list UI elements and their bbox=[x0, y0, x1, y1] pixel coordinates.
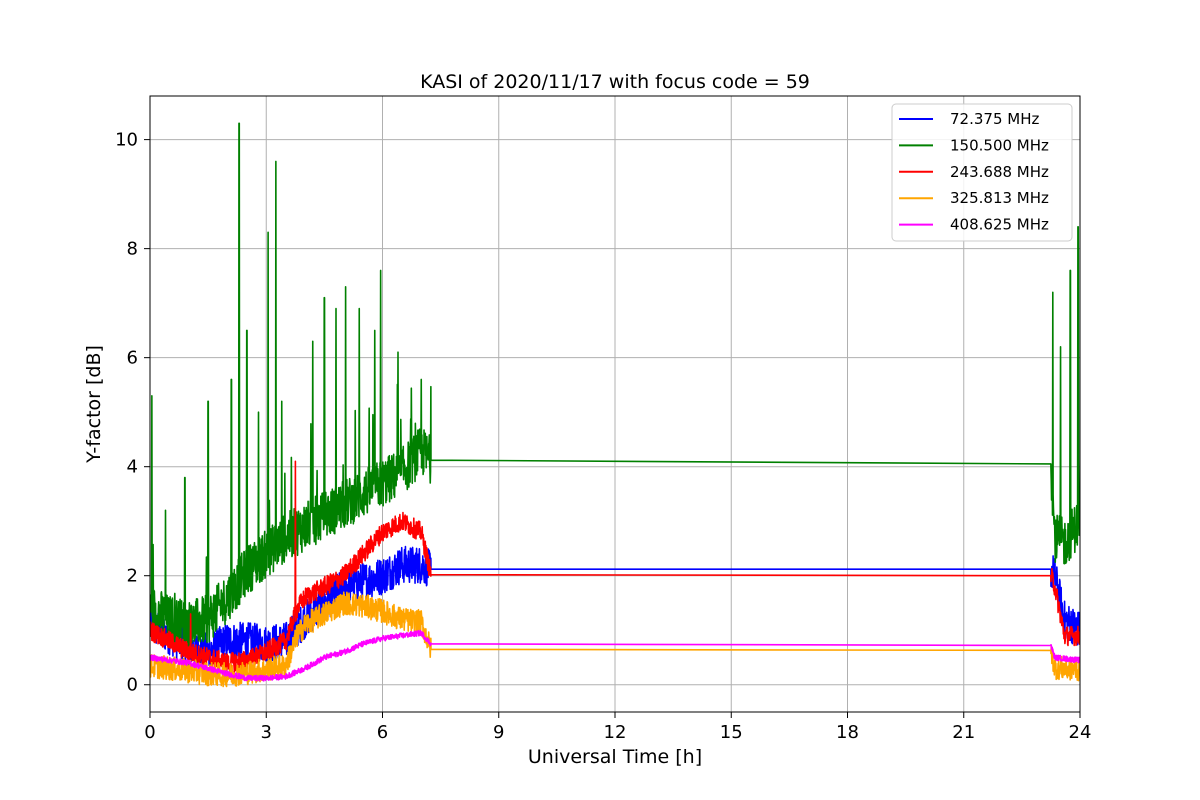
series-layer bbox=[150, 122, 1080, 688]
x-tick-label: 0 bbox=[144, 722, 155, 743]
x-tick-label: 3 bbox=[261, 722, 272, 743]
legend: 72.375 MHz 150.500 MHz 243.688 MHz 325.813 … bbox=[891, 103, 1073, 242]
x-axis-label: Universal Time [h] bbox=[528, 746, 702, 768]
x-tick-label: 21 bbox=[952, 722, 975, 743]
legend-label-3: 325.813 MHz bbox=[950, 189, 1049, 207]
y-axis-label: Y-factor [dB] bbox=[83, 345, 105, 464]
y-tick-label: 6 bbox=[127, 348, 138, 369]
x-tick-label: 12 bbox=[604, 722, 627, 743]
x-tick-label: 6 bbox=[377, 722, 388, 743]
x-tick-label: 15 bbox=[720, 722, 743, 743]
series-line-4 bbox=[150, 629, 1080, 682]
x-tick-label: 24 bbox=[1069, 722, 1092, 743]
y-tick-label: 2 bbox=[127, 566, 138, 587]
y-tick-label: 8 bbox=[127, 239, 138, 260]
x-tick-label: 18 bbox=[836, 722, 859, 743]
legend-label-1: 150.500 MHz bbox=[950, 136, 1049, 154]
legend-box bbox=[891, 103, 1073, 242]
legend-label-0: 72.375 MHz bbox=[950, 110, 1039, 128]
y-tick-label: 10 bbox=[115, 130, 138, 151]
series-line-2 bbox=[150, 460, 1080, 673]
legend-label-2: 243.688 MHz bbox=[950, 163, 1049, 181]
chart-title: KASI of 2020/11/17 with focus code = 59 bbox=[420, 71, 810, 93]
x-tick-label: 9 bbox=[493, 722, 504, 743]
legend-label-4: 408.625 MHz bbox=[950, 216, 1049, 234]
series-line-1 bbox=[150, 122, 1080, 650]
y-tick-label: 4 bbox=[127, 457, 138, 478]
y-tick-label: 0 bbox=[127, 675, 138, 696]
